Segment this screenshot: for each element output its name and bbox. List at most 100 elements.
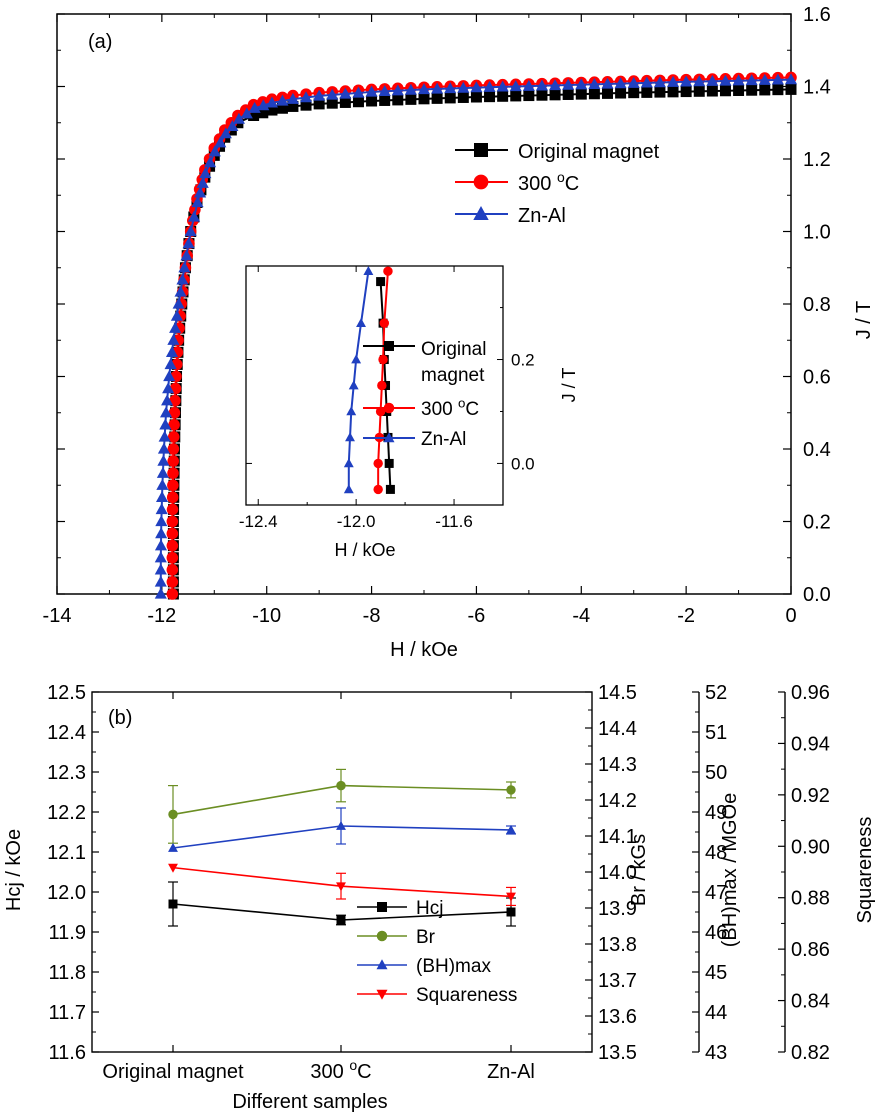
series-squareness	[168, 863, 516, 907]
data-point	[365, 85, 378, 97]
legend-label: (BH)max	[416, 956, 491, 977]
inset-data-point	[385, 484, 395, 494]
data-point	[156, 478, 169, 490]
data-point	[444, 92, 456, 104]
data-point	[157, 442, 171, 454]
y-tick-label: 1.0	[803, 222, 831, 244]
axis-tick-label-2: 43	[705, 1042, 727, 1064]
data-point	[219, 127, 232, 139]
data-point	[379, 94, 391, 106]
hcj-tick-label: 12.2	[47, 802, 86, 824]
data-point	[226, 120, 239, 132]
inset-data-point	[378, 354, 388, 365]
data-point	[180, 249, 193, 261]
x-tick-label: -2	[677, 605, 695, 627]
data-point	[457, 91, 469, 103]
legend-marker	[376, 989, 388, 1000]
data-point	[155, 503, 168, 515]
data-point	[155, 527, 168, 539]
hcj-tick-label: 12.5	[47, 682, 86, 704]
inset-legend-label: Original	[421, 339, 486, 360]
data-point	[165, 346, 179, 358]
y-tick-label: 0.2	[803, 512, 831, 534]
data-point	[575, 88, 587, 100]
series-bhmax	[168, 807, 516, 852]
inset-data-point	[383, 266, 393, 276]
data-point	[549, 89, 561, 101]
data-point	[336, 882, 346, 892]
data-point	[784, 73, 798, 85]
data-point	[627, 76, 640, 88]
data-point	[417, 83, 431, 95]
data-point	[214, 136, 227, 148]
data-point	[167, 443, 180, 455]
inset-legend-marker	[383, 402, 395, 414]
data-point	[470, 81, 483, 93]
data-point	[313, 89, 326, 101]
data-point	[418, 93, 430, 105]
inset-y-tick-label: 0.0	[511, 454, 535, 473]
series-2	[154, 73, 798, 599]
data-point	[601, 77, 614, 89]
axis-tick-label-2: 50	[705, 762, 727, 784]
y-tick-label: 0.8	[803, 294, 831, 316]
data-point	[326, 88, 339, 100]
inset-data-point	[343, 458, 354, 468]
data-point	[758, 73, 771, 85]
data-point	[167, 455, 179, 467]
data-point	[444, 82, 457, 94]
data-point	[562, 88, 574, 100]
legend: Hcj Br (BH)max Squareness	[357, 898, 517, 1006]
axis-tick-label-3: 0.94	[791, 733, 830, 755]
data-point	[719, 74, 732, 86]
axis-tick-label-3: 0.86	[791, 939, 830, 961]
axis-tick-label-1: 14.1	[598, 826, 637, 848]
data-point	[208, 145, 221, 157]
data-point	[154, 539, 168, 551]
hcj-tick-label: 12.3	[47, 762, 86, 784]
inset-data-point	[351, 354, 362, 364]
data-point	[240, 107, 253, 119]
data-point	[431, 92, 443, 104]
data-point	[154, 575, 167, 587]
data-point	[588, 78, 601, 89]
inset-data-point	[343, 484, 354, 494]
legend-marker	[473, 205, 489, 220]
axis-tick-label-2: 46	[705, 922, 727, 944]
x-tick-label: -12	[147, 605, 176, 627]
data-point	[248, 110, 260, 121]
data-point	[154, 587, 167, 599]
data-point	[339, 96, 351, 108]
data-point	[176, 273, 189, 285]
hcj-tick-label: 11.6	[49, 1042, 86, 1064]
legend-label: Br	[416, 927, 436, 948]
legend-label: Original magnet	[518, 141, 660, 163]
axis-tick-label-3: 0.84	[791, 991, 830, 1013]
inset-legend-marker	[383, 432, 395, 443]
inset-y-tick-label: 0.2	[511, 351, 535, 370]
legend-marker	[376, 930, 388, 942]
axis-tick-label-1: 13.5	[598, 1042, 637, 1064]
data-point	[276, 102, 288, 114]
axis-tick-label-2: 52	[705, 682, 727, 704]
axis-tick-label-1: 13.9	[598, 898, 637, 920]
data-point	[287, 100, 299, 112]
data-point	[484, 91, 496, 103]
inset-data-point	[363, 266, 374, 276]
data-point	[155, 491, 169, 503]
data-point	[549, 79, 562, 91]
legend-label: Zn-Al	[518, 205, 566, 227]
legend-marker	[473, 174, 489, 190]
legend-marker	[376, 959, 388, 970]
data-point	[276, 94, 289, 106]
data-point	[266, 104, 278, 116]
data-point	[336, 780, 346, 791]
data-point	[168, 419, 180, 431]
data-point	[286, 92, 299, 104]
data-point	[166, 515, 179, 528]
data-point	[167, 479, 179, 492]
data-point	[483, 80, 496, 92]
axis-tick-label-2: 48	[705, 842, 727, 864]
y-tick-label: 0.0	[803, 584, 831, 606]
data-point	[733, 84, 745, 96]
